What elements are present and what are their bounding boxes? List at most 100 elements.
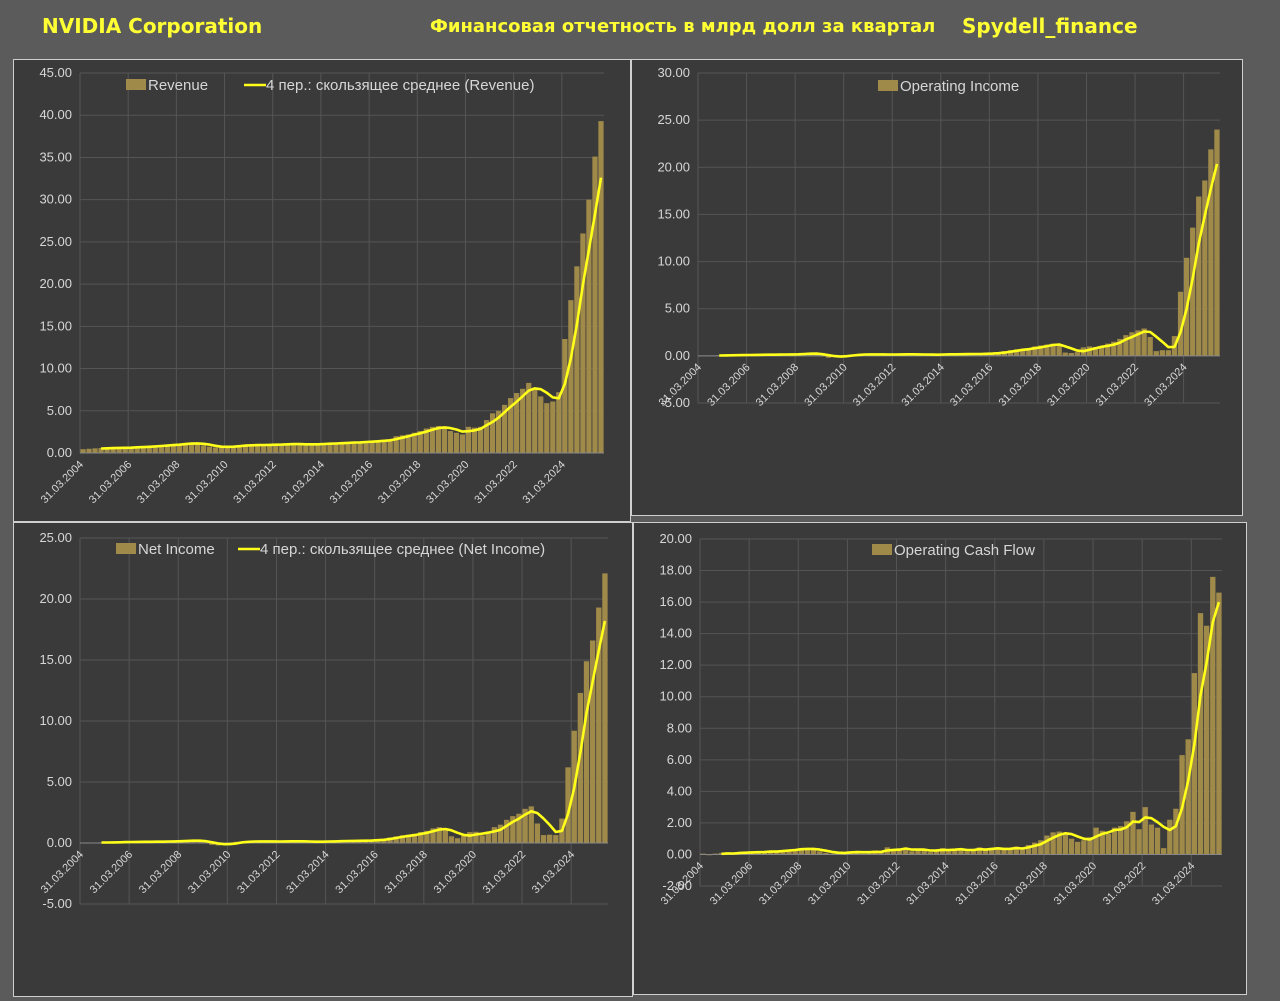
- x-tick-label: 31.03.2006: [708, 860, 755, 907]
- x-tick-label: 31.03.2012: [851, 361, 898, 408]
- bar: [602, 573, 608, 843]
- x-tick-label: 31.03.2016: [333, 849, 380, 896]
- bar: [1032, 346, 1038, 356]
- bar: [188, 442, 195, 453]
- y-tick-label: 16.00: [659, 594, 692, 609]
- bar: [1007, 848, 1013, 855]
- bar: [502, 404, 508, 453]
- bar: [345, 442, 351, 453]
- x-tick-label: 31.03.2004: [39, 849, 86, 896]
- bar: [1160, 848, 1167, 855]
- bar: [970, 849, 976, 855]
- bar: [755, 852, 762, 855]
- bar: [995, 847, 1001, 855]
- bar: [291, 443, 297, 453]
- y-tick-label: 0.00: [667, 846, 692, 861]
- bar: [574, 266, 580, 453]
- bar: [477, 426, 484, 453]
- bar: [1141, 328, 1147, 356]
- bar: [596, 607, 602, 843]
- bar: [357, 442, 363, 453]
- bar: [1191, 673, 1198, 855]
- bar: [243, 444, 249, 453]
- bar: [369, 441, 375, 453]
- bar: [236, 445, 243, 453]
- y-tick-label: 0.00: [47, 445, 72, 460]
- trend-line: [721, 601, 1221, 856]
- bar: [1050, 343, 1056, 356]
- bar: [442, 829, 448, 843]
- bar: [976, 847, 983, 855]
- bar: [982, 849, 989, 855]
- bar: [448, 836, 455, 843]
- bar: [798, 848, 804, 855]
- bar: [1117, 338, 1123, 356]
- bar: [825, 355, 832, 358]
- bar: [405, 834, 412, 843]
- bar: [577, 692, 584, 843]
- y-tick-label: 2.00: [667, 815, 692, 830]
- bar: [230, 445, 237, 453]
- x-tick-label: 31.03.2012: [235, 849, 282, 896]
- bar: [279, 444, 285, 453]
- bar: [485, 831, 491, 843]
- bar: [540, 835, 547, 843]
- bar: [516, 813, 522, 843]
- chart-panel-operating-income: -5.00 0.00 5.00 10.00 15.00 20.00 25.00 30.00 31…: [631, 59, 1243, 516]
- trend-line: [101, 620, 607, 846]
- bar: [1075, 841, 1081, 855]
- x-tick-label: 31.03.2008: [757, 860, 804, 907]
- bar: [206, 446, 213, 453]
- bar: [1210, 576, 1216, 855]
- bar: [532, 388, 538, 453]
- bar: [1173, 808, 1179, 855]
- x-tick-label: 31.03.2014: [904, 860, 951, 907]
- bar: [534, 823, 541, 843]
- bar: [435, 425, 441, 453]
- x-tick-label: 31.03.2006: [705, 361, 752, 408]
- bar: [1135, 330, 1141, 356]
- bar: [1062, 833, 1069, 855]
- trend-line: [719, 163, 1219, 358]
- bar: [544, 403, 550, 453]
- bar: [128, 447, 134, 453]
- bar: [1044, 835, 1050, 855]
- y-tick-label: 35.00: [39, 149, 72, 164]
- bar: [399, 435, 405, 453]
- y-tick-label: 20.00: [39, 591, 72, 606]
- bar: [1087, 837, 1093, 855]
- bar: [453, 432, 460, 453]
- bar: [309, 444, 315, 453]
- chart-panel-net-income: -5.00 0.00 5.00 10.00 15.00 20.00 25.00 31.03.2…: [13, 522, 633, 997]
- bar: [550, 401, 556, 453]
- bar: [921, 848, 927, 855]
- y-tick-label: -5.00: [42, 896, 72, 911]
- x-tick-label: 31.03.2006: [88, 849, 135, 896]
- x-tick-label: 31.03.2020: [1045, 361, 1092, 408]
- bar: [465, 426, 472, 453]
- bar: [909, 851, 915, 855]
- y-tick-label: 14.00: [659, 626, 692, 641]
- bar: [989, 848, 995, 855]
- x-tick-label: 31.03.2022: [1094, 361, 1141, 408]
- bar: [562, 339, 568, 453]
- bar: [1214, 129, 1220, 356]
- bar: [810, 849, 817, 855]
- bar: [1026, 348, 1032, 356]
- bar: [491, 827, 498, 843]
- bar: [583, 661, 590, 843]
- bar: [194, 443, 201, 453]
- legend-line-label: 4 пер.: скользящее среднее (Revenue): [266, 77, 534, 94]
- y-tick-label: -5.00: [660, 395, 690, 410]
- bar: [1142, 807, 1148, 855]
- bar: [459, 434, 466, 453]
- bar: [479, 835, 485, 843]
- bar: [1020, 348, 1026, 356]
- chart-revenue: 0.00 5.00 10.00 15.00 20.00 25.00 30.00 35.00 40…: [39, 65, 604, 506]
- bar: [436, 827, 442, 843]
- y-tick-label: 5.00: [47, 774, 72, 789]
- y-tick-label: 4.00: [667, 783, 692, 798]
- bar: [1197, 613, 1204, 855]
- bar: [134, 446, 140, 453]
- bar: [964, 851, 970, 855]
